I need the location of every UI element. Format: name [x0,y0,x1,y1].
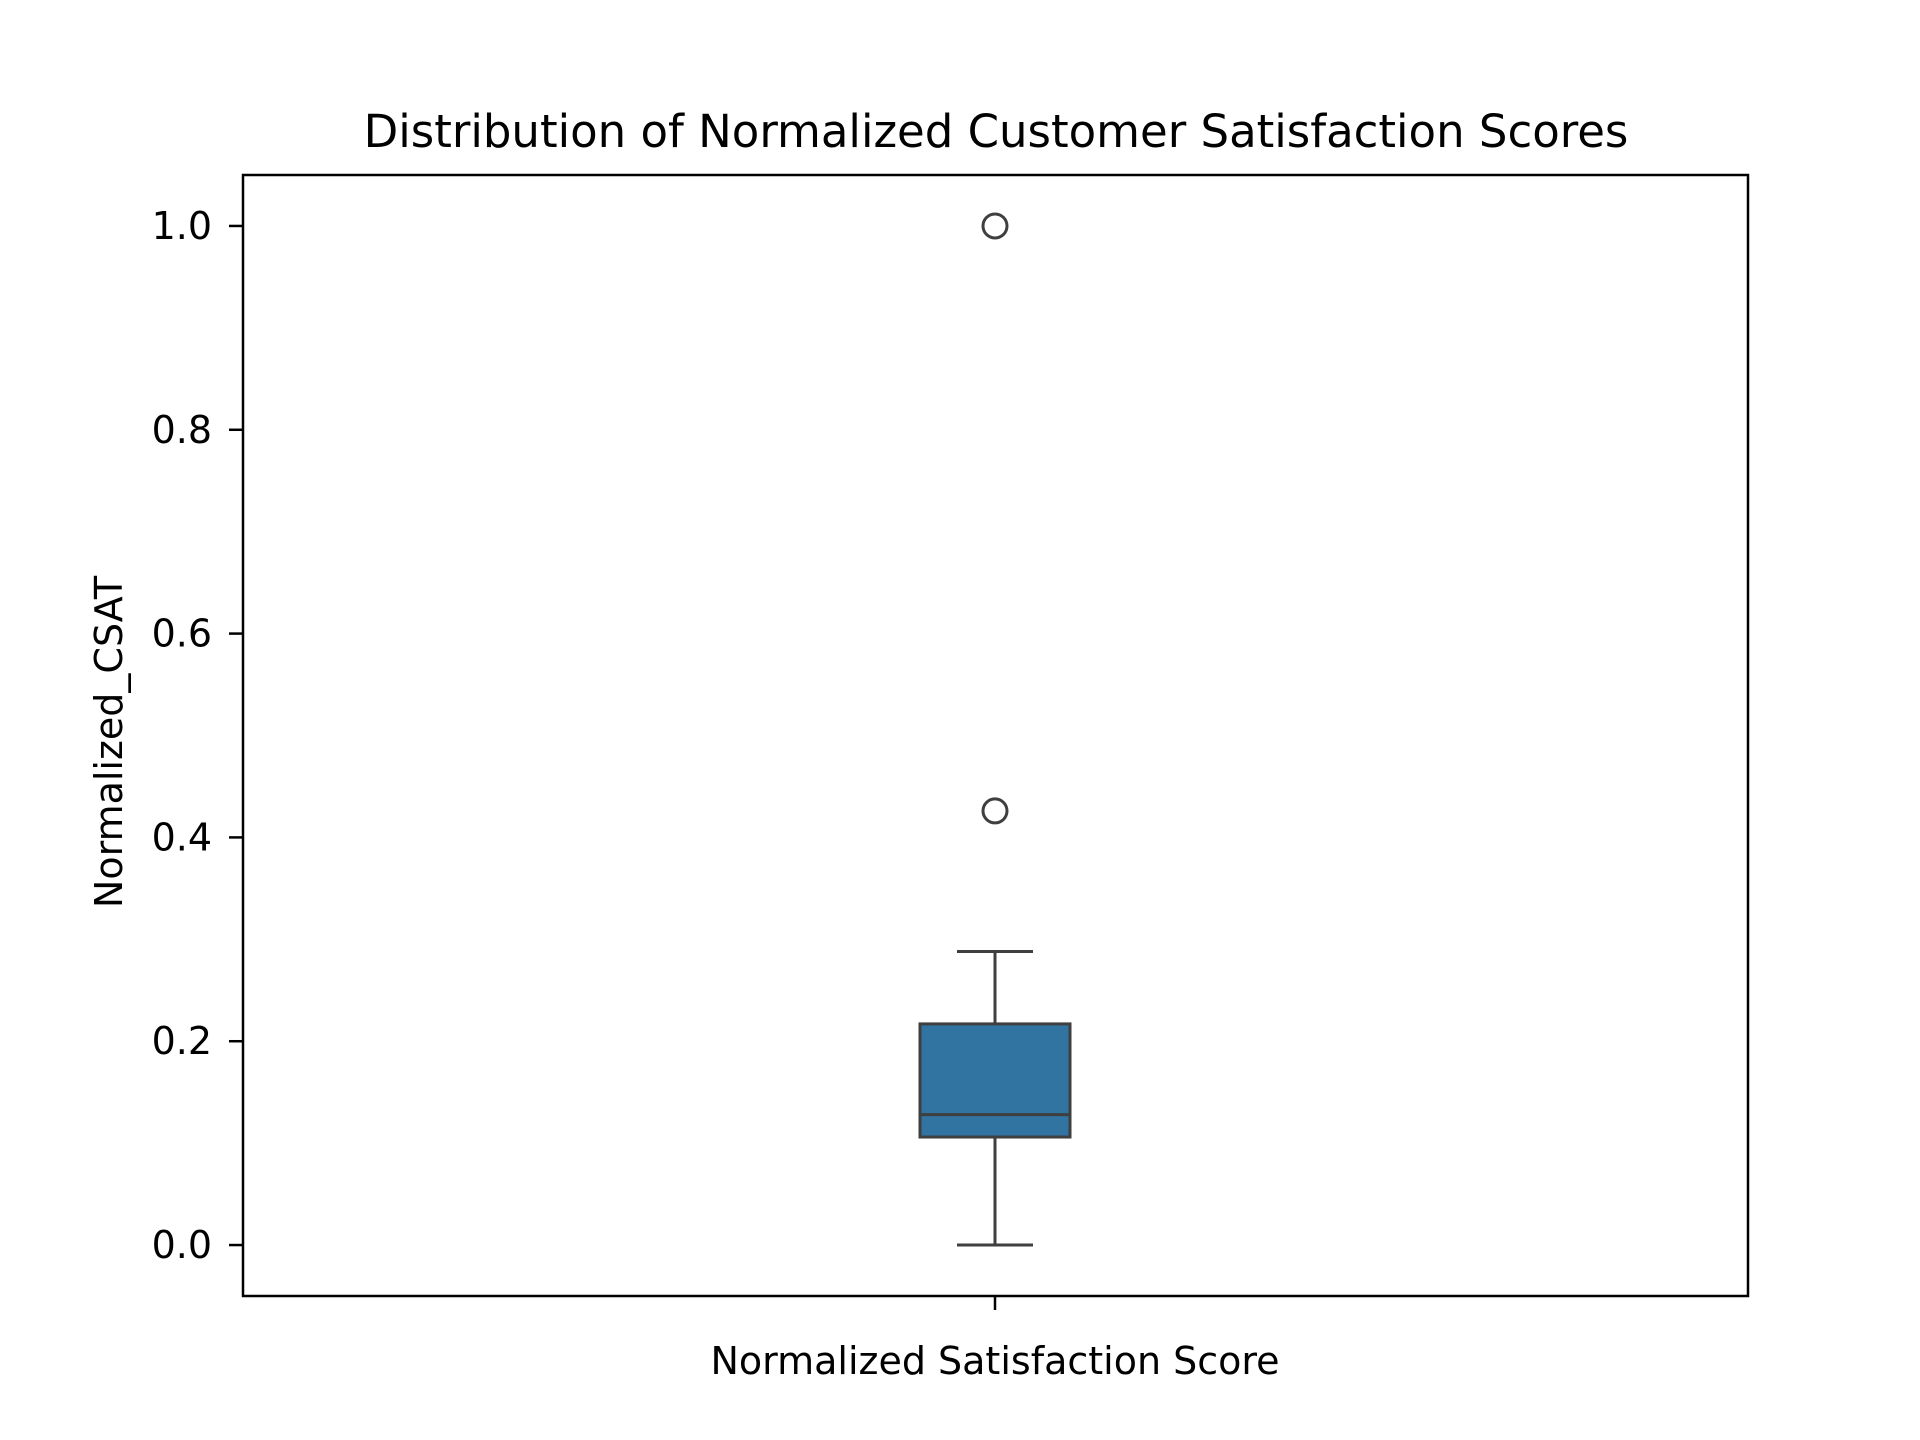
y-tick-label: 0.0 [152,1223,212,1267]
y-tick-label: 0.2 [152,1019,212,1063]
outlier-point [981,797,1009,825]
y-tick-label: 1.0 [152,204,212,248]
iqr-box [918,1022,1072,1139]
chart-title: Distribution of Normalized Customer Sati… [364,105,1629,158]
y-axis-ticks: 0.0 0.2 0.4 0.6 0.8 1.0 [152,204,243,1267]
y-tick-label: 0.6 [152,612,212,656]
y-tick-label: 0.8 [152,408,212,452]
x-axis-label: Normalized Satisfaction Score [710,1339,1279,1383]
y-axis-label: Normalized_CSAT [87,575,131,908]
y-tick-label: 0.4 [152,815,212,859]
outlier-point [981,212,1009,240]
box-plot [918,212,1072,1247]
